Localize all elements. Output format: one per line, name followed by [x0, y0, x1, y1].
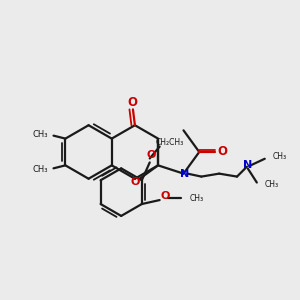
- Text: N: N: [180, 169, 189, 178]
- Text: O: O: [130, 177, 140, 187]
- Text: O: O: [127, 96, 137, 109]
- Text: CH₃: CH₃: [273, 152, 287, 161]
- Text: CH₃: CH₃: [32, 130, 48, 139]
- Text: N: N: [243, 160, 253, 170]
- Text: CH₃: CH₃: [189, 194, 203, 202]
- Text: CH₃: CH₃: [32, 165, 48, 174]
- Text: O: O: [161, 191, 170, 201]
- Text: CH₂CH₃: CH₂CH₃: [155, 138, 184, 147]
- Text: O: O: [217, 146, 227, 158]
- Text: CH₃: CH₃: [265, 180, 279, 189]
- Text: O: O: [146, 151, 155, 160]
